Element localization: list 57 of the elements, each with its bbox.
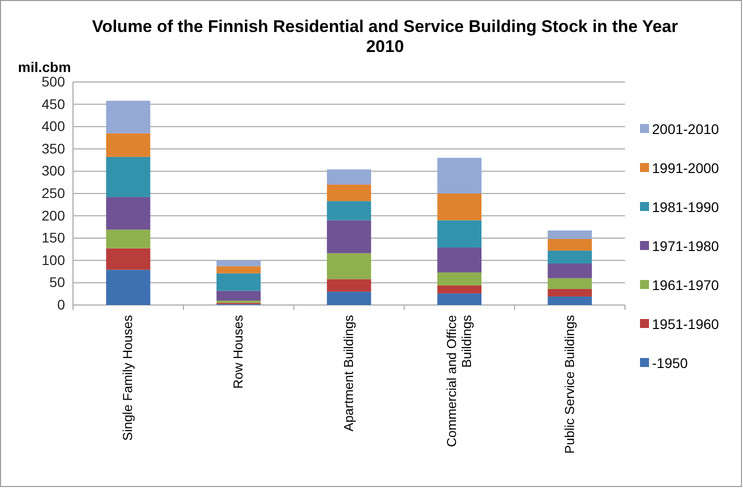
bar xyxy=(106,197,150,230)
bar xyxy=(326,201,372,220)
y-tick-label: 350 xyxy=(42,140,66,156)
y-tick-label: 50 xyxy=(49,274,66,290)
y-tick-label: 100 xyxy=(42,252,66,268)
bar xyxy=(216,273,261,291)
y-tick-label: 250 xyxy=(42,184,66,201)
bar xyxy=(437,220,482,248)
bar xyxy=(106,100,150,134)
bar xyxy=(216,290,261,301)
bar xyxy=(437,272,482,286)
y-tick-label: 200 xyxy=(42,207,66,224)
y-tick-label: 150 xyxy=(42,230,66,246)
bar xyxy=(326,220,372,254)
y-tick-label: 500 xyxy=(42,73,66,90)
bar xyxy=(106,156,150,198)
bar xyxy=(106,270,150,305)
bar xyxy=(326,184,372,202)
x-tick-label: Commercial and Office Buildings xyxy=(444,314,474,447)
bar xyxy=(326,169,372,185)
bar xyxy=(548,238,592,251)
bar xyxy=(326,253,372,280)
bar xyxy=(548,296,592,305)
x-tick-label: Row Houses xyxy=(230,314,246,389)
legend-label: 1971-1980 xyxy=(652,238,720,254)
bar xyxy=(548,278,592,289)
bar xyxy=(548,288,592,297)
bar xyxy=(106,230,150,248)
legend-label: 1951-1960 xyxy=(652,316,720,332)
legend-label: -1950 xyxy=(652,355,688,371)
bar xyxy=(437,247,482,272)
bar xyxy=(437,158,482,194)
bar xyxy=(326,279,372,292)
bar xyxy=(437,285,482,294)
legend-label: 1991-2000 xyxy=(652,160,720,176)
y-tick-label: 450 xyxy=(42,96,66,112)
bar xyxy=(106,248,150,270)
y-axis-title: mil.cbm xyxy=(18,59,71,75)
legend-label: 1981-1990 xyxy=(652,199,720,215)
y-tick-label: 0 xyxy=(57,296,66,312)
chart-title: Volume of the Finnish Residential and Service Building Stock in the Year 2010 xyxy=(92,17,678,56)
y-tick-label: 400 xyxy=(42,118,66,134)
bar xyxy=(548,230,592,239)
x-tick-label: Single Family Houses xyxy=(120,314,136,441)
legend-label: 1961-1970 xyxy=(652,277,720,293)
bar xyxy=(548,250,592,264)
bar xyxy=(437,293,482,305)
x-tick-label: Public Service Buildings xyxy=(562,314,577,454)
bar xyxy=(216,266,261,274)
bar xyxy=(437,194,482,220)
bar xyxy=(548,264,592,278)
bar xyxy=(106,133,150,157)
bar xyxy=(326,292,372,305)
y-tick-label: 300 xyxy=(42,162,66,179)
x-tick-label: Apartment Buildings xyxy=(341,314,356,432)
bar xyxy=(216,260,261,266)
legend-label: 2001-2010 xyxy=(652,121,720,137)
